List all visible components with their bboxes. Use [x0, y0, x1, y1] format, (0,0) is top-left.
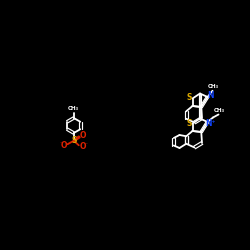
Text: N⁺: N⁺	[205, 119, 216, 128]
Text: O: O	[80, 142, 86, 151]
Text: O: O	[80, 131, 86, 140]
Text: CH₃: CH₃	[214, 108, 225, 114]
Text: S: S	[186, 120, 192, 128]
Text: ⁻: ⁻	[84, 143, 87, 148]
Text: CH₃: CH₃	[68, 106, 79, 111]
Text: O: O	[61, 141, 67, 150]
Text: CH₃: CH₃	[208, 84, 218, 89]
Text: ⁻: ⁻	[60, 142, 62, 147]
Text: S: S	[71, 136, 76, 145]
Text: S: S	[186, 93, 192, 102]
Text: N: N	[207, 90, 213, 100]
